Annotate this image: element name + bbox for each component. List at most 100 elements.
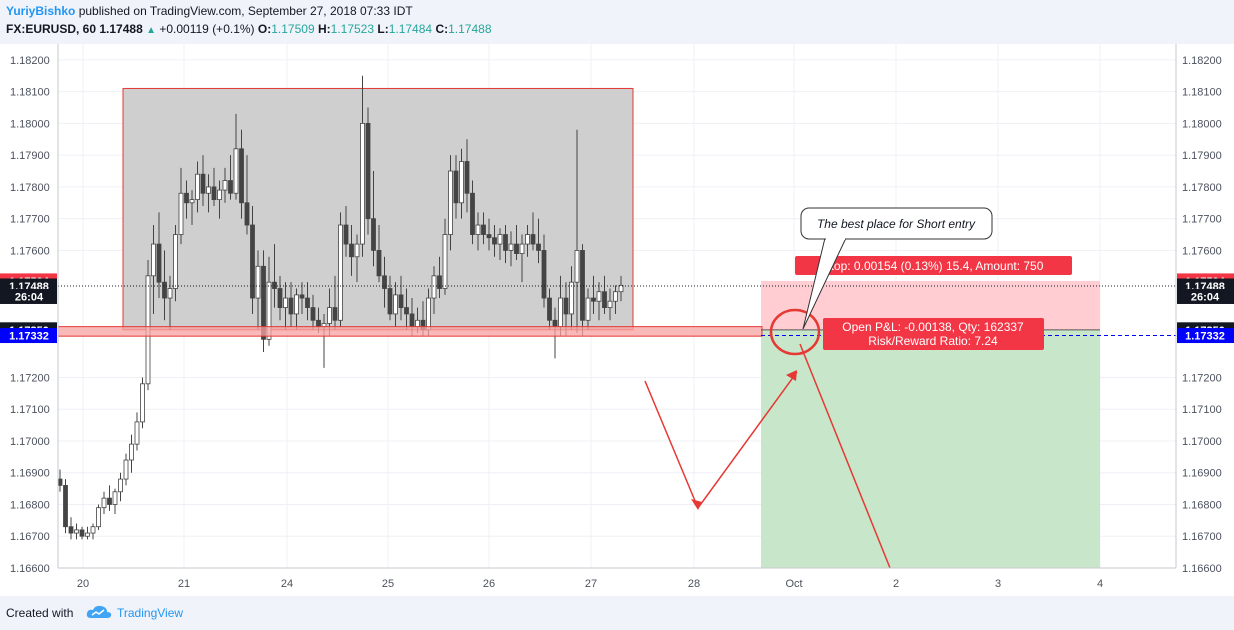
candle-body (387, 288, 393, 315)
y-tick-label-left: 1.16600 (10, 563, 50, 575)
candle-body (118, 478, 123, 493)
symbol-line: FX:EURUSD, 60 1.17488 ▲ +0.00119 (+0.1%)… (6, 22, 492, 36)
candle-body (90, 526, 96, 534)
candle-body (316, 319, 321, 328)
candle-body (404, 307, 409, 315)
pnl-label-box (823, 318, 1044, 350)
candle-body (332, 307, 338, 321)
footer: Created with TradingView (0, 596, 1234, 630)
candle-body (134, 421, 140, 445)
candle-body (151, 243, 156, 277)
candle-body (167, 288, 173, 299)
support-zone (57, 326, 763, 337)
candle-body (470, 192, 475, 235)
candle-body (239, 148, 244, 204)
candle-body (591, 297, 596, 302)
candle-body (393, 294, 398, 315)
candle-body (200, 173, 206, 194)
symbol-label: FX:EURUSD, 60 (6, 22, 97, 36)
candle-body (184, 192, 189, 204)
candle-body (431, 275, 437, 299)
candle-body (514, 243, 519, 254)
y-tick-label-right: 1.18200 (1182, 55, 1222, 67)
candle-body (63, 485, 68, 528)
candle-body (244, 202, 250, 226)
callout-text: The best place for Short entry (817, 217, 976, 231)
candle-body (250, 224, 255, 299)
candle-body (162, 281, 167, 299)
candle-body (453, 170, 459, 204)
candle-body (299, 294, 305, 299)
candle-body (272, 281, 277, 289)
y-tick-label-left: 1.18200 (10, 55, 50, 67)
price-badge-right-text: 26:04 (1191, 291, 1220, 303)
candle-body (349, 243, 354, 258)
price-badge-left-text: 1.17332 (9, 331, 49, 343)
candle-body (85, 532, 90, 537)
candle-body (327, 307, 332, 324)
candle-body (448, 170, 453, 235)
price-chart[interactable]: Stop: 0.00154 (0.13%) 15.4, Amount: 750 O… (0, 44, 1234, 596)
candle-body (129, 443, 134, 461)
candle-body (96, 507, 101, 528)
candle-body (613, 291, 618, 302)
y-tick-label-left: 1.17600 (10, 245, 50, 257)
candle-body (112, 491, 118, 505)
arrow-head (786, 370, 797, 381)
entry-circle (769, 308, 821, 356)
x-tick-label: 3 (995, 578, 1001, 590)
y-tick-label-left: 1.18000 (10, 118, 50, 130)
candle-body (107, 497, 112, 505)
candle-body (563, 297, 569, 315)
x-tick-label: 2 (893, 578, 899, 590)
y-tick-label-left: 1.17100 (10, 404, 50, 416)
tradingview-link[interactable]: TradingView (117, 606, 184, 620)
y-tick-label-left: 1.17200 (10, 372, 50, 384)
candle-body (305, 297, 310, 308)
candle-body (365, 122, 371, 220)
price-badge-right (1177, 288, 1234, 304)
x-tick-label: 20 (77, 578, 89, 590)
low-label: L: (377, 22, 389, 36)
candle-body (618, 284, 624, 293)
candle-body (492, 237, 497, 245)
candle-body (519, 243, 525, 254)
candle-body (140, 383, 145, 423)
candle-body (217, 189, 222, 201)
low-value: 1.17484 (388, 22, 433, 36)
candle-body (426, 297, 431, 331)
y-tick-label-right: 1.18000 (1182, 118, 1222, 130)
high-label: H: (317, 22, 331, 36)
candle-body (475, 224, 481, 235)
x-tick-label: 4 (1097, 578, 1103, 590)
candle-body (211, 186, 217, 201)
y-tick-label-right: 1.17600 (1182, 245, 1222, 257)
open-label: O: (257, 22, 272, 36)
created-with-text: Created with (6, 606, 74, 620)
y-tick-label-right: 1.17900 (1182, 150, 1222, 162)
candle-body (607, 300, 613, 308)
x-tick-label: Oct (785, 578, 802, 590)
published-text: published on TradingView.com, September … (78, 4, 413, 18)
y-tick-label-right: 1.17800 (1182, 182, 1222, 194)
tradingview-cloud-icon[interactable] (86, 604, 112, 620)
candle-body (398, 294, 404, 308)
candle-body (195, 173, 200, 201)
candle-body (68, 526, 74, 534)
candle-body (79, 529, 85, 537)
candle-body (294, 294, 299, 315)
y-tick-label-left: 1.17800 (10, 182, 50, 194)
arrow-head (691, 499, 702, 510)
up-triangle-icon: ▲ (146, 25, 157, 36)
candle-body (74, 529, 79, 534)
annotations-layer: Stop: 0.00154 (0.13%) 15.4, Amount: 750 O… (57, 207, 1176, 569)
high-value: 1.17523 (330, 22, 375, 36)
author-link[interactable]: YuriyBishko (6, 4, 76, 18)
y-tick-label-right: 1.18100 (1182, 87, 1222, 99)
stop-label-text: Stop: 0.00154 (0.13%) 15.4, Amount: 750 (823, 259, 1044, 273)
last-price: 1.17488 (99, 22, 143, 36)
price-badge-left (0, 288, 57, 304)
candle-body (409, 313, 415, 328)
x-tick-label: 26 (483, 578, 495, 590)
candle-body (206, 186, 211, 194)
